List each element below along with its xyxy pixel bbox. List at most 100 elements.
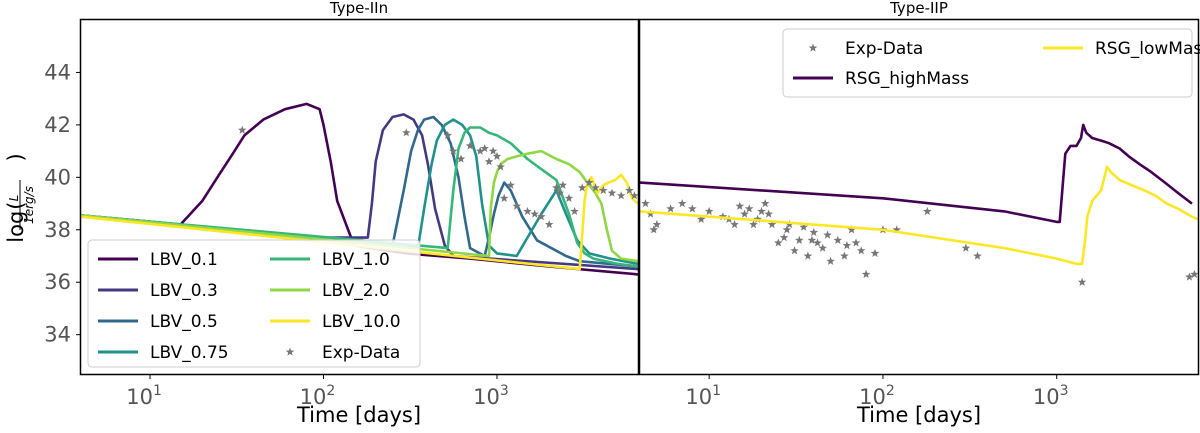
x-tick-label: 103 xyxy=(1033,383,1069,409)
panel-title: Type-IIP xyxy=(889,0,948,17)
data-point xyxy=(704,206,714,216)
data-point xyxy=(782,225,792,234)
data-point xyxy=(646,209,655,218)
legend-entry-lbv-0-5: LBV_0.5 xyxy=(98,312,218,332)
legend-entry-exp-data: Exp-Data xyxy=(808,39,923,59)
data-point xyxy=(480,144,489,153)
data-point xyxy=(523,206,532,216)
data-point xyxy=(744,204,754,213)
y-tick-label: 34 xyxy=(44,323,71,347)
legend: LBV_0.1 LBV_0.3 LBV_0.5 LBV_0.75 LBV_1.0 LBV_… xyxy=(87,239,421,368)
y-axis-label-numerator: L xyxy=(7,195,21,202)
data-point xyxy=(641,199,650,208)
data-point xyxy=(443,130,452,139)
data-point xyxy=(484,157,494,166)
data-point xyxy=(506,180,515,189)
legend: Exp-Data RSG_highMass RSG_lowMass xyxy=(782,28,1200,98)
data-point xyxy=(851,238,861,247)
data-point xyxy=(555,188,564,197)
data-point xyxy=(730,220,739,229)
data-point xyxy=(544,220,554,229)
data-point xyxy=(465,141,475,150)
legend-entry-lbv-0-3: LBV_0.3 xyxy=(98,281,218,301)
legend-entry-lbv-1-0: LBV_1.0 xyxy=(270,250,390,270)
legend-entry-lbv-10-0: LBV_10.0 xyxy=(270,312,401,332)
data-point xyxy=(475,146,485,155)
data-point xyxy=(718,212,728,221)
data-point xyxy=(591,183,600,192)
y-axis-label: log() L 1erg/s xyxy=(4,153,36,242)
data-point xyxy=(847,225,856,234)
x-tick-label: 102 xyxy=(300,383,336,409)
data-point xyxy=(696,214,706,223)
legend-label: LBV_10.0 xyxy=(322,312,401,332)
data-point xyxy=(577,183,587,192)
data-point xyxy=(973,251,982,260)
data-point xyxy=(666,204,675,213)
data-point xyxy=(630,191,638,200)
data-point xyxy=(402,128,411,137)
legend-frame xyxy=(782,28,1193,98)
data-point xyxy=(740,209,749,218)
series-exp-data xyxy=(641,199,1198,286)
data-point xyxy=(616,191,626,200)
data-point xyxy=(826,256,835,265)
data-point xyxy=(488,146,498,155)
panel-title: Type-IIn xyxy=(329,0,388,17)
data-point xyxy=(813,238,822,247)
data-point xyxy=(961,243,971,252)
axes-frame xyxy=(79,18,640,376)
data-point xyxy=(530,209,539,218)
data-point xyxy=(774,238,783,247)
data-point xyxy=(584,178,594,187)
legend-label: LBV_1.0 xyxy=(322,250,390,270)
series-exp-data xyxy=(238,125,638,229)
data-point xyxy=(818,243,827,252)
data-point xyxy=(833,235,843,244)
data-point xyxy=(764,209,773,218)
legend-label: LBV_0.3 xyxy=(150,281,218,301)
data-point xyxy=(449,146,458,155)
x-tick-label: 103 xyxy=(473,383,509,409)
data-point xyxy=(795,235,804,244)
x-tick-label: 102 xyxy=(859,383,895,409)
data-point xyxy=(840,251,849,260)
data-point xyxy=(799,222,808,231)
x-ticks: 101 102 103 xyxy=(685,374,1069,409)
data-point xyxy=(678,199,687,208)
data-point xyxy=(688,204,697,213)
y-tick-label: 40 xyxy=(44,165,71,189)
data-point xyxy=(809,227,819,236)
plot-area xyxy=(81,102,638,276)
data-point xyxy=(785,220,794,229)
data-point xyxy=(856,246,866,255)
y-axis-label-denominator: 1erg/s xyxy=(22,186,36,224)
data-point xyxy=(779,233,789,242)
series-line-rsg-lowmass xyxy=(640,165,1198,266)
legend-label: Exp-Data xyxy=(845,39,923,59)
data-point xyxy=(767,220,777,229)
legend-label: RSG_highMass xyxy=(845,69,969,89)
plot-area xyxy=(640,123,1198,286)
data-point xyxy=(1185,272,1194,281)
legend-marker xyxy=(285,347,295,356)
data-point xyxy=(625,185,634,195)
series-line-lbv-0-5 xyxy=(81,115,638,268)
data-point xyxy=(456,154,466,163)
data-point xyxy=(823,230,832,239)
legend-label: LBV_0.1 xyxy=(150,250,218,270)
y-tick-label: 36 xyxy=(44,270,71,294)
x-tick-label: 101 xyxy=(126,383,162,409)
data-point xyxy=(790,246,799,255)
data-point xyxy=(499,193,509,202)
legend-label: LBV_0.5 xyxy=(150,312,218,332)
legend-label: RSG_lowMass xyxy=(1095,39,1200,59)
series-line-lbv-2-0 xyxy=(81,149,638,263)
panel-type-iin: Type-IIn 101 102 103 34 36 38 40 42 44 Time [da… xyxy=(4,0,640,427)
legend-frame xyxy=(87,239,421,368)
data-point xyxy=(238,125,247,134)
legend-entry-lbv-0-1: LBV_0.1 xyxy=(98,250,218,270)
data-point xyxy=(552,183,561,192)
data-point xyxy=(923,206,932,216)
